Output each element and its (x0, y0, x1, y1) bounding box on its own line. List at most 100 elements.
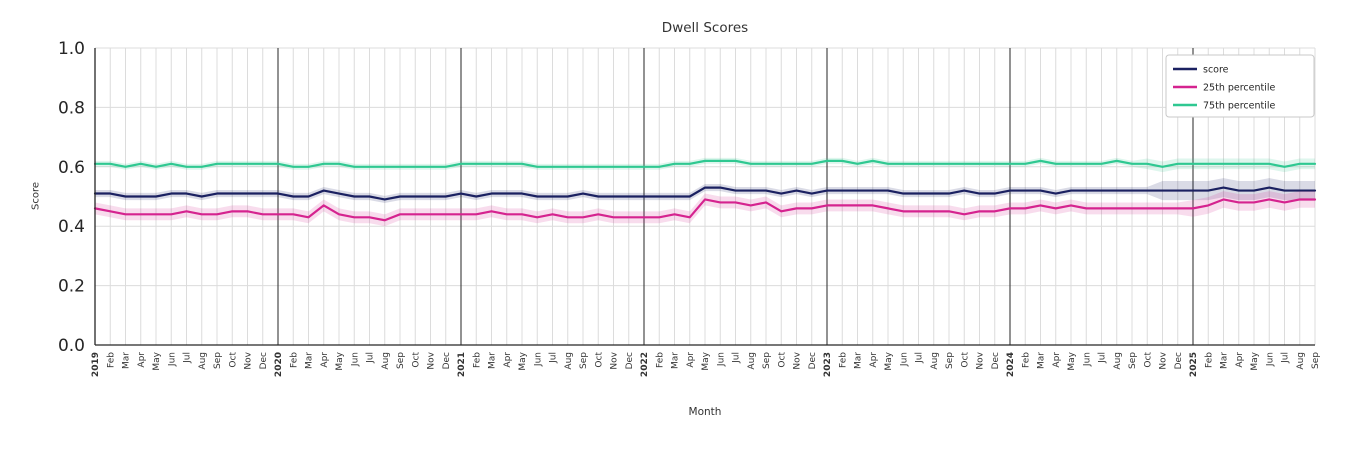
legend: score 25th percentile 75th percentile (1165, 54, 1315, 118)
legend-label: 75th percentile (1203, 101, 1276, 112)
svg-text:Dec: Dec (259, 352, 269, 369)
svg-text:Jul: Jul (1098, 352, 1108, 364)
svg-text:Sep: Sep (1128, 352, 1138, 369)
svg-text:Aug: Aug (198, 352, 208, 370)
svg-text:Dec: Dec (808, 352, 818, 369)
svg-text:Apr: Apr (503, 352, 513, 368)
svg-text:Apr: Apr (320, 352, 330, 368)
year-boundary-lines (277, 48, 1194, 345)
svg-text:Oct: Oct (228, 352, 238, 368)
svg-text:May: May (152, 351, 162, 370)
svg-text:Jul: Jul (366, 352, 376, 364)
svg-text:2024: 2024 (1006, 352, 1016, 377)
svg-text:Mar: Mar (488, 352, 498, 369)
svg-text:Dec: Dec (991, 352, 1001, 369)
x-tick-labels: 2019 Feb Mar Apr May Jun Jul Aug Sep Oct Nov Dec 202… (91, 351, 1321, 377)
svg-text:Apr: Apr (137, 352, 147, 368)
confidence-band (95, 191, 1315, 227)
svg-text:Nov: Nov (793, 351, 803, 369)
svg-text:Jul: Jul (549, 352, 559, 364)
svg-text:May: May (335, 351, 345, 370)
svg-text:Aug: Aug (747, 352, 757, 370)
svg-text:Aug: Aug (930, 352, 940, 370)
svg-text:Mar: Mar (854, 352, 864, 369)
svg-text:Dec: Dec (625, 352, 635, 369)
svg-text:2022: 2022 (640, 352, 650, 377)
svg-text:Apr: Apr (686, 352, 696, 368)
svg-text:Jun: Jun (533, 352, 543, 367)
svg-text:Aug: Aug (1296, 352, 1306, 370)
svg-text:Mar: Mar (1220, 352, 1230, 369)
y-tick-labels: 0.0 0.2 0.4 0.6 0.8 1.0 (58, 39, 85, 356)
svg-text:Feb: Feb (838, 352, 848, 368)
svg-text:May: May (1250, 351, 1260, 370)
svg-text:2023: 2023 (823, 352, 833, 377)
series-line (93, 159, 1317, 168)
svg-text:Nov: Nov (427, 351, 437, 369)
series-line (93, 198, 1317, 222)
svg-text:Nov: Nov (1159, 351, 1169, 369)
svg-text:Dec: Dec (1174, 352, 1184, 369)
chart-title: Dwell Scores (661, 20, 749, 36)
svg-text:Sep: Sep (762, 352, 772, 369)
svg-text:Mar: Mar (305, 352, 315, 369)
svg-text:Nov: Nov (244, 351, 254, 369)
series-line (93, 186, 1317, 201)
x-axis-label: Month (688, 406, 722, 418)
svg-text:Nov: Nov (976, 351, 986, 369)
svg-text:2021: 2021 (457, 352, 467, 377)
svg-text:May: May (1067, 351, 1077, 370)
svg-text:Mar: Mar (122, 352, 132, 369)
svg-text:Oct: Oct (411, 352, 421, 368)
svg-text:Jul: Jul (183, 352, 193, 364)
svg-text:Sep: Sep (213, 352, 223, 369)
svg-text:Aug: Aug (564, 352, 574, 370)
svg-text:Jun: Jun (167, 352, 177, 367)
svg-text:Feb: Feb (289, 352, 299, 368)
series-score (93, 178, 1317, 204)
svg-text:2025: 2025 (1189, 352, 1199, 377)
svg-text:Feb: Feb (1204, 352, 1214, 368)
svg-text:Jun: Jun (350, 352, 360, 367)
legend-box (1165, 54, 1315, 118)
svg-text:Oct: Oct (960, 352, 970, 368)
svg-text:Dec: Dec (442, 352, 452, 369)
svg-text:Apr: Apr (1235, 352, 1245, 368)
series-25th-percentile (93, 191, 1317, 227)
series-75th-percentile (93, 157, 1317, 173)
svg-text:Jun: Jun (1082, 352, 1092, 367)
svg-text:0.2: 0.2 (58, 277, 85, 297)
svg-text:0.8: 0.8 (58, 98, 85, 118)
svg-text:May: May (701, 351, 711, 370)
svg-text:Jun: Jun (1265, 352, 1275, 367)
svg-text:Feb: Feb (1021, 352, 1031, 368)
svg-text:Sep: Sep (396, 352, 406, 369)
svg-text:May: May (518, 351, 528, 370)
legend-label: 25th percentile (1203, 83, 1276, 94)
svg-text:2020: 2020 (274, 352, 284, 377)
svg-text:1.0: 1.0 (58, 39, 85, 59)
svg-text:0.6: 0.6 (58, 158, 85, 178)
svg-text:Feb: Feb (106, 352, 116, 368)
svg-text:Oct: Oct (1143, 352, 1153, 368)
svg-text:Jun: Jun (899, 352, 909, 367)
svg-text:Apr: Apr (1052, 352, 1062, 368)
confidence-band (95, 157, 1315, 173)
svg-text:Mar: Mar (1037, 352, 1047, 369)
svg-text:Sep: Sep (945, 352, 955, 369)
svg-text:Sep: Sep (1311, 352, 1321, 369)
svg-text:2019: 2019 (91, 352, 101, 377)
svg-text:Feb: Feb (472, 352, 482, 368)
svg-text:Mar: Mar (671, 352, 681, 369)
svg-text:Jul: Jul (1281, 352, 1291, 364)
legend-label: score (1203, 65, 1229, 76)
svg-text:0.4: 0.4 (58, 217, 85, 237)
svg-text:0.0: 0.0 (58, 336, 85, 356)
svg-text:Feb: Feb (655, 352, 665, 368)
svg-text:Jun: Jun (716, 352, 726, 367)
svg-text:Sep: Sep (579, 352, 589, 369)
svg-text:Oct: Oct (777, 352, 787, 368)
svg-text:Aug: Aug (1113, 352, 1123, 370)
